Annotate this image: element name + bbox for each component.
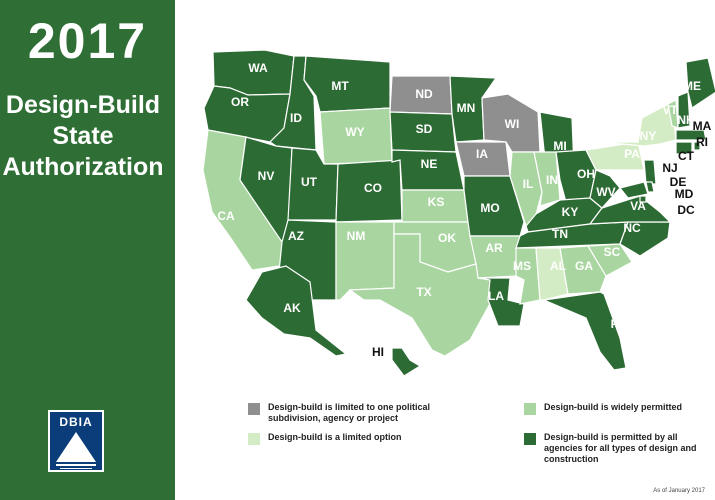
state-label-wi: WI (505, 117, 520, 131)
state-label-ky: KY (562, 205, 579, 219)
page-title: Design-Build State Authorization (0, 90, 178, 183)
state-label-ia: IA (476, 147, 488, 161)
state-label-de: DE (670, 175, 687, 189)
state-label-nm: NM (347, 229, 366, 243)
state-in (533, 151, 561, 207)
state-label-nc: NC (623, 221, 641, 235)
dbia-logo: DBIA (48, 410, 104, 472)
state-label-mt: MT (331, 79, 349, 93)
state-ar (469, 235, 521, 279)
state-hi (391, 347, 422, 377)
state-label-wv: WV (596, 185, 615, 199)
state-label-ri: RI (696, 135, 708, 149)
state-ma (675, 129, 707, 141)
title-line-3: Authorization (2, 153, 164, 181)
state-label-or: OR (231, 95, 249, 109)
state-label-mi: MI (553, 139, 566, 153)
state-label-co: CO (364, 181, 382, 195)
state-label-nh: NH (677, 113, 694, 127)
title-line-2: State (52, 122, 114, 150)
state-label-nj: NJ (662, 161, 677, 175)
state-ak (245, 265, 348, 357)
state-label-wa: WA (248, 61, 268, 75)
state-label-ne: NE (421, 157, 438, 171)
state-ri (693, 141, 701, 151)
state-label-ga: GA (575, 259, 593, 273)
state-label-fl: FL (611, 317, 626, 331)
state-label-wy: WY (345, 125, 364, 139)
state-label-mn: MN (457, 101, 476, 115)
logo-text: DBIA (59, 415, 93, 429)
state-label-ny: NY (640, 129, 657, 143)
title-panel: 2017 Design-Build State Authorization DB… (0, 0, 175, 500)
state-label-in: IN (546, 173, 558, 187)
state-label-tx: TX (416, 285, 431, 299)
state-label-az: AZ (288, 229, 304, 243)
state-ct (675, 141, 693, 155)
state-label-vt: VT (662, 103, 678, 117)
as-of-note: As of January 2017 (653, 488, 705, 494)
state-md (618, 181, 649, 199)
state-label-ks: KS (428, 195, 445, 209)
legend-swatch-limited-option (248, 433, 260, 445)
state-nh (677, 91, 691, 129)
state-wv (589, 169, 621, 209)
state-label-la: LA (488, 289, 504, 303)
legend-label-widely-permitted: Design-build is widely permitted (544, 402, 683, 412)
state-label-hi: HI (372, 345, 384, 359)
legend-swatch-limited-one (248, 403, 260, 415)
state-label-ct: CT (678, 149, 695, 163)
state-label-al: AL (550, 259, 566, 273)
state-label-sd: SD (416, 122, 433, 136)
state-label-dc: DC (677, 203, 695, 217)
state-label-tn: TN (552, 227, 568, 241)
state-ga (559, 245, 607, 295)
state-label-nd: ND (415, 87, 433, 101)
state-nj (643, 159, 657, 185)
state-label-ut: UT (301, 175, 318, 189)
state-label-ak: AK (283, 301, 301, 315)
state-label-sc: SC (604, 245, 621, 259)
state-sc (586, 243, 633, 277)
state-la (477, 277, 525, 327)
title-line-1: Design-Build (5, 91, 161, 119)
states-map-svg: WA OR CA ID NV MT WY UT CO AZ NM ND SD NE KS OK TX MN IA MO… (202, 49, 715, 377)
state-dc (639, 195, 647, 203)
pyramid-icon (56, 432, 96, 469)
legend-label-limited-option: Design-build is a limited option (268, 432, 402, 442)
state-label-nv: NV (258, 169, 275, 183)
state-label-pa: PA (624, 147, 640, 161)
legend-swatch-widely-permitted (524, 403, 536, 415)
state-label-va: VA (630, 199, 646, 213)
legend-label-limited-one: Design-build is limited to one political… (268, 402, 431, 423)
legend: Design-build is limited to one political… (248, 402, 710, 492)
state-label-ar: AR (485, 241, 503, 255)
us-map: WA OR CA ID NV MT WY UT CO AZ NM ND SD NE KS OK TX MN IA MO… (175, 0, 715, 500)
state-label-id: ID (290, 111, 302, 125)
state-fl (541, 291, 627, 371)
state-label-ma: MA (693, 119, 712, 133)
state-tx (348, 233, 493, 357)
state-label-ca: CA (217, 209, 235, 223)
state-label-ok: OK (438, 231, 456, 245)
legend-swatch-all-agencies (524, 433, 536, 445)
state-pa (585, 141, 645, 171)
legend-label-all-agencies: Design-build is permitted by all agencie… (544, 432, 697, 464)
state-label-ms: MS (513, 259, 531, 273)
state-me (685, 57, 715, 109)
state-label-me: ME (683, 79, 701, 93)
year-heading: 2017 (27, 13, 148, 69)
state-label-mo: MO (480, 201, 499, 215)
state-label-md: MD (675, 187, 694, 201)
state-al (535, 247, 569, 301)
state-de (645, 181, 655, 193)
state-label-il: IL (523, 177, 534, 191)
state-label-oh: OH (577, 167, 595, 181)
